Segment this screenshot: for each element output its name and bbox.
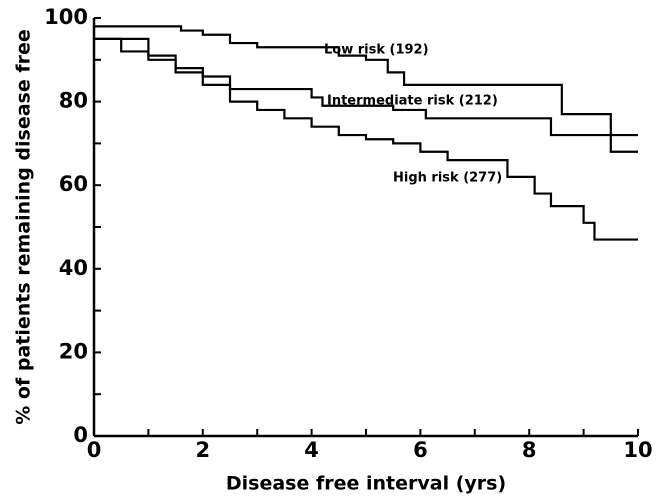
- x-axis-label: Disease free interval (yrs): [226, 473, 506, 495]
- x-tick-label: 4: [304, 438, 319, 462]
- series-label: Low risk (192): [324, 43, 429, 58]
- y-tick-label: 40: [59, 256, 88, 280]
- x-tick-label: 8: [522, 438, 537, 462]
- y-tick-label: 80: [59, 89, 88, 113]
- y-tick-label: 20: [59, 339, 88, 363]
- x-tick-label: 2: [195, 438, 210, 462]
- y-tick-label: 100: [44, 5, 88, 29]
- x-tick-label: 10: [623, 438, 652, 462]
- survival-curve: [94, 37, 638, 241]
- series-label: High risk (277): [393, 171, 502, 186]
- series-label: Intermediate risk (212): [327, 94, 498, 109]
- y-tick-label: 0: [73, 423, 88, 447]
- survival-curve: [94, 25, 638, 153]
- y-axis-label: % of patients remaining disease free: [13, 29, 35, 425]
- survival-curve: [94, 37, 638, 137]
- x-tick-label: 0: [87, 438, 102, 462]
- y-tick-label: 60: [59, 172, 88, 196]
- x-tick-label: 6: [413, 438, 428, 462]
